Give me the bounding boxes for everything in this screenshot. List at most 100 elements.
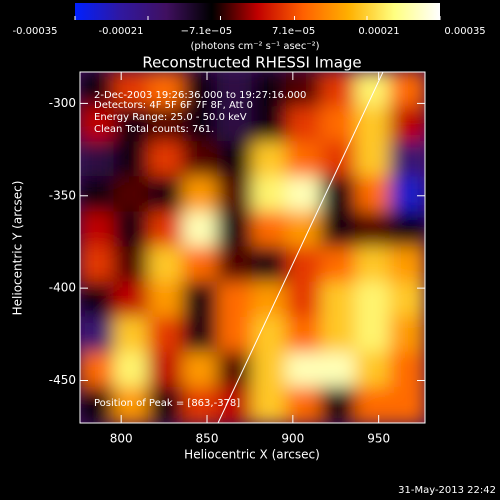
- heatmap-cell: [389, 141, 425, 179]
- heatmap-cell: [217, 386, 254, 423]
- heatmap-cell: [286, 72, 323, 109]
- y-tick-label: -300: [49, 96, 76, 110]
- heatmap-cell: [113, 386, 150, 423]
- heatmap-cell: [80, 246, 116, 284]
- heatmap-cell: [286, 246, 323, 284]
- heatmap-cell: [113, 281, 150, 319]
- heatmap-cell: [251, 176, 288, 214]
- peak-label: Position of Peak = [863,-378]: [94, 398, 240, 409]
- heatmap-cell: [355, 351, 392, 389]
- heatmap-cell: [182, 351, 219, 389]
- heatmap-cell: [320, 316, 357, 354]
- y-tick-label: -450: [49, 373, 76, 387]
- x-tick-label: 850: [196, 432, 219, 446]
- heatmap-cell: [217, 351, 254, 389]
- heatmap-cell: [113, 246, 150, 284]
- heatmap-cell: [80, 211, 116, 249]
- heatmap-cell: [320, 106, 357, 144]
- heatmap-cell: [355, 141, 392, 179]
- annotation: Detectors: 4F 5F 6F 7F 8F, Att 0: [94, 100, 253, 111]
- heatmap-cell: [217, 106, 254, 144]
- heatmap-cell: [80, 72, 116, 109]
- heatmap-cell: [148, 106, 185, 144]
- colorbar-label: (photons cm⁻² s⁻¹ asec⁻²): [190, 41, 319, 52]
- heatmap-cell: [182, 316, 219, 354]
- heatmap-cell: [251, 141, 288, 179]
- heatmap-cell: [217, 211, 254, 249]
- x-tick-label: 950: [367, 432, 390, 446]
- y-tick-label: -350: [49, 188, 76, 202]
- heatmap-cell: [286, 211, 323, 249]
- heatmap-cell: [148, 281, 185, 319]
- heatmap-cell: [389, 211, 425, 249]
- heatmap-cell: [113, 351, 150, 389]
- heatmap-cell: [80, 141, 116, 179]
- heatmap-cell: [320, 281, 357, 319]
- colorbar-tick-label: 0.00021: [358, 26, 399, 37]
- heatmap-cell: [217, 316, 254, 354]
- heatmap-cell: [389, 316, 425, 354]
- heatmap-cell: [355, 106, 392, 144]
- heatmap-cell: [251, 246, 288, 284]
- heatmap-cell: [80, 351, 116, 389]
- heatmap-cell: [320, 176, 357, 214]
- heatmap-cell: [80, 176, 116, 214]
- heatmap-cell: [148, 351, 185, 389]
- heatmap-cell: [80, 316, 116, 354]
- solar-limb: [217, 72, 384, 423]
- heatmap-cell: [320, 351, 357, 389]
- heatmap-cell: [251, 106, 288, 144]
- heatmap-cell: [182, 72, 219, 109]
- colorbar: [75, 3, 440, 20]
- heatmap-cell: [355, 72, 392, 109]
- colorbar-tick-label: -0.00035: [13, 26, 58, 37]
- heatmap-cell: [148, 211, 185, 249]
- heatmap-cell: [217, 281, 254, 319]
- heatmap-cell: [251, 211, 288, 249]
- heatmap-cell: [251, 386, 288, 423]
- heatmap-cell: [355, 246, 392, 284]
- heatmap-cell: [389, 176, 425, 214]
- colorbar-tick-label: −7.1e−05: [181, 26, 233, 37]
- heatmap-cell: [320, 141, 357, 179]
- heatmap-cell: [217, 72, 254, 109]
- heatmap-cell: [217, 246, 254, 284]
- heatmap-cell: [182, 141, 219, 179]
- heatmap-cell: [355, 386, 392, 423]
- heatmap-cell: [182, 386, 219, 423]
- heatmap-cell: [182, 106, 219, 144]
- heatmap-cell: [113, 141, 150, 179]
- heatmap-cell: [389, 351, 425, 389]
- x-tick-label: 800: [110, 432, 133, 446]
- heatmap-cell: [320, 386, 357, 423]
- colorbar-tick-label: 7.1e−05: [272, 26, 315, 37]
- heatmap-cell: [113, 211, 150, 249]
- annotation: Clean Total counts: 761.: [94, 124, 214, 135]
- heatmap-cell: [113, 316, 150, 354]
- heatmap-cell: [286, 281, 323, 319]
- heatmap-cell: [286, 386, 323, 423]
- heatmap-cell: [148, 316, 185, 354]
- x-tick-label: 900: [281, 432, 304, 446]
- heatmap-cells: [80, 72, 425, 423]
- heatmap-cell: [251, 351, 288, 389]
- heatmap-cell: [286, 141, 323, 179]
- annotation: Energy Range: 25.0 - 50.0 keV: [94, 112, 247, 123]
- heatmap-cell: [251, 316, 288, 354]
- heatmap-cell: [286, 106, 323, 144]
- heatmap-cell: [217, 141, 254, 179]
- heatmap: [80, 72, 425, 423]
- heatmap-cell: [286, 176, 323, 214]
- footer: 31-May-2013 22:42: [398, 485, 496, 496]
- heatmap-cell: [113, 72, 150, 109]
- heatmap-cell: [286, 316, 323, 354]
- annotation: 2-Dec-2003 19:26:36.000 to 19:27:16.000: [94, 90, 306, 101]
- heatmap-cell: [355, 176, 392, 214]
- heatmap-cell: [355, 316, 392, 354]
- colorbar-tick-label: -0.00021: [99, 26, 144, 37]
- heatmap-cell: [148, 386, 185, 423]
- y-axis-label: Heliocentric Y (arcsec): [11, 181, 25, 316]
- heatmap-cell: [80, 106, 116, 144]
- heatmap-cell: [182, 246, 219, 284]
